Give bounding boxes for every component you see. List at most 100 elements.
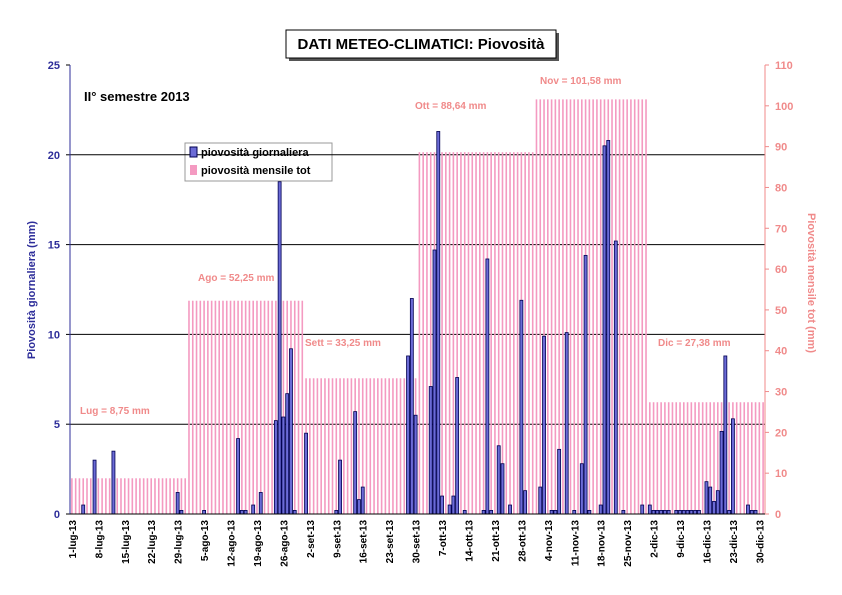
y-tick-label: 15 [48, 240, 60, 252]
daily-bar [621, 510, 626, 515]
daily-bar [281, 416, 286, 515]
monthly-bar [429, 152, 432, 515]
x-tick-label: 2-set-13 [306, 520, 317, 558]
y2-tick-label: 60 [775, 264, 787, 276]
monthly-bar [241, 300, 243, 514]
daily-bar [583, 254, 588, 515]
monthly-bar [494, 152, 496, 515]
monthly-bar [701, 402, 704, 514]
monthly-bar [547, 99, 549, 515]
x-tick-label: 23-dic-13 [729, 520, 740, 564]
monthly-bar [596, 99, 598, 515]
monthly-bar [539, 99, 542, 515]
monthly-bar [161, 478, 164, 514]
monthly-bar [101, 478, 103, 514]
y2-tick-label: 50 [775, 305, 787, 317]
monthly-bar [123, 478, 126, 514]
y-axis-label: Piovosità giornaliera (mm) [26, 221, 38, 359]
monthly-bar [611, 99, 613, 515]
monthly-bar [169, 478, 171, 514]
monthly-bar [116, 478, 119, 514]
y2-tick-label: 80 [775, 182, 787, 194]
daily-bar [564, 332, 569, 515]
monthly-bar [78, 478, 81, 514]
monthly-bar [716, 402, 719, 514]
monthly-bar [709, 402, 712, 514]
monthly-bar [577, 99, 579, 515]
daily-bar [481, 510, 486, 515]
daily-bar [175, 492, 180, 515]
monthly-bar [339, 378, 341, 514]
monthly-bar [373, 378, 375, 514]
monthly-bar [679, 402, 681, 514]
monthly-bar [743, 402, 746, 514]
monthly-bar [513, 152, 515, 515]
monthly-bar [324, 378, 326, 514]
monthly-bar [641, 99, 644, 515]
daily-bar [715, 490, 720, 515]
x-tick-label: 16-dic-13 [702, 520, 713, 564]
subtitle: II° semestre 2013 [84, 89, 190, 104]
monthly-bar [622, 99, 625, 515]
monthly-bar [630, 99, 632, 515]
daily-bar [353, 411, 358, 515]
daily-bar [572, 510, 577, 515]
daily-bar [651, 510, 656, 515]
daily-bar [81, 504, 86, 515]
daily-bar [523, 490, 528, 515]
monthly-bar [142, 478, 145, 514]
monthly-bar [320, 378, 322, 514]
monthly-bar [74, 478, 77, 514]
daily-bar [462, 510, 467, 515]
monthly-bar [682, 402, 685, 514]
daily-bar [258, 492, 263, 515]
monthly-bar [82, 478, 85, 514]
daily-bar [413, 414, 418, 515]
monthly-bar [633, 99, 636, 515]
y2-tick-label: 20 [775, 427, 787, 439]
daily-bar [334, 510, 339, 515]
x-tick-label: 22-lug-13 [147, 520, 158, 564]
daily-bar [455, 377, 460, 515]
x-tick-label: 8-lug-13 [94, 520, 105, 559]
daily-bar [277, 181, 282, 515]
daily-bar [485, 258, 490, 515]
daily-bar [542, 335, 546, 515]
monthly-bar [191, 300, 194, 514]
monthly-bar [482, 152, 485, 515]
monthly-bar [637, 99, 640, 515]
monthly-bar [256, 300, 258, 514]
daily-bar [557, 448, 562, 515]
monthly-bar [309, 378, 311, 514]
legend-label: piovosità mensile tot [201, 165, 311, 177]
x-tick-label: 23-set-13 [385, 520, 396, 564]
x-tick-label: 25-nov-13 [623, 520, 634, 567]
monthly-bar [335, 378, 338, 514]
monthly-bar [479, 152, 481, 515]
daily-bar [202, 510, 206, 515]
daily-bar [553, 510, 558, 515]
monthly-bar [301, 300, 304, 514]
monthly-bar [252, 300, 254, 514]
monthly-bar [535, 99, 538, 515]
daily-bar [360, 486, 365, 515]
monthly-bar [509, 152, 511, 515]
monthly-bar [648, 402, 651, 514]
daily-bar [489, 510, 494, 515]
monthly-bar [343, 378, 345, 514]
monthly-bar [97, 478, 100, 514]
annotation: Lug = 8,75 mm [80, 406, 150, 417]
daily-bar [640, 504, 645, 515]
monthly-bar [369, 378, 372, 514]
daily-bar [647, 504, 652, 515]
monthly-bar [550, 99, 553, 515]
daily-bar [655, 510, 660, 515]
monthly-bar [758, 402, 761, 514]
daily-bar [508, 504, 512, 515]
monthly-bar [569, 99, 572, 515]
daily-bar [708, 486, 713, 515]
daily-bar [500, 463, 505, 515]
monthly-bar [467, 152, 470, 515]
monthly-bar [259, 300, 262, 514]
daily-bar [406, 355, 410, 515]
